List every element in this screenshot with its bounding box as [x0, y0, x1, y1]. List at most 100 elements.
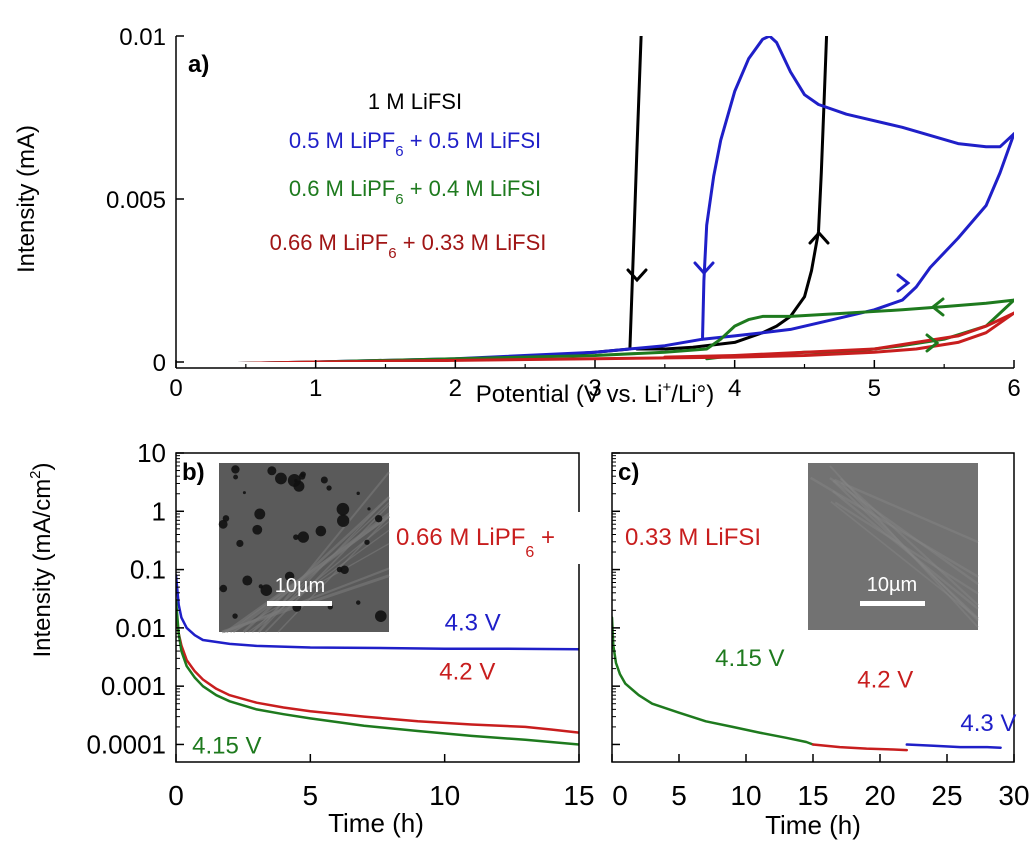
sem-image-b [219, 463, 389, 632]
y-tick-label: 0.005 [106, 187, 166, 214]
series-line-red-1 [811, 743, 909, 752]
sem-pit [293, 480, 305, 492]
x-tick-label: 15 [563, 780, 594, 811]
sem-scratch [809, 476, 979, 578]
shared-label-left: 0.66 M LiPF6 + [396, 524, 555, 561]
series-line-green-0 [612, 616, 815, 746]
x-tick-label: 30 [998, 780, 1029, 811]
sem-pit [236, 539, 244, 548]
plot-frame [175, 452, 580, 763]
series-line-red-7 [663, 311, 1014, 359]
x-tick-label: 4 [728, 375, 741, 402]
x-tick-label: 5 [868, 375, 881, 402]
series-line-black-0 [384, 36, 643, 362]
panel-b-x-axis-label: Time (h) [328, 808, 424, 838]
series-line-green-4 [237, 298, 1014, 362]
panel-a-axes: 0 1 2 3 4 5 6 0 0.005 0.01 [106, 24, 1021, 402]
y-tick-label: 0.1 [130, 555, 166, 585]
sem-pit [374, 514, 383, 523]
sem-scratch [232, 543, 390, 633]
x-tick-label: 0 [169, 375, 182, 402]
sem-scratch [251, 502, 390, 633]
sem-pit [284, 571, 295, 582]
sem-pit [252, 524, 263, 535]
arrow-green-left [930, 297, 945, 317]
sem-scratch [839, 477, 979, 606]
sem-pit [275, 472, 287, 485]
sem-pit [364, 539, 370, 545]
panel-a: a) 0 1 2 3 4 5 6 0 0.005 0.01 1 M LiFSI 0.5 M LiP… [13, 24, 1021, 408]
sem-pit [356, 491, 360, 496]
shared-label-right: 0.33 M LiFSI [625, 524, 761, 551]
sem-pit [336, 566, 343, 573]
x-tick-label: 10 [730, 780, 761, 811]
series-label-green: 4.15 V [192, 732, 261, 759]
sem-pit [375, 610, 387, 622]
panel-c: 0 5 10 15 20 25 30 4.15 V 4.2 V 4.3 V c) 10µm Tim… [611, 452, 1030, 840]
x-tick-label: 6 [1007, 375, 1020, 402]
x-tick-label: 0 [168, 780, 184, 811]
sem-scratch [832, 480, 979, 619]
panel-c-label: c) [618, 459, 639, 486]
legend-entry-1: 1 M LiFSI [368, 89, 462, 114]
sem-pit [267, 466, 277, 476]
sem-scratch [242, 496, 390, 633]
sem-pit [254, 508, 266, 520]
panel-a-series [237, 36, 1014, 362]
sem-pit [233, 474, 239, 480]
panel-c-series [612, 616, 1002, 752]
series-label-red: 4.2 V [857, 666, 913, 693]
panel-c-axes: 0 5 10 15 20 25 30 4.15 V 4.2 V 4.3 V [611, 452, 1030, 811]
scale-bar-c [860, 601, 925, 606]
y-tick-label: 1 [152, 496, 166, 526]
series-line-blue-2 [905, 743, 1002, 749]
sem-pit [298, 473, 306, 480]
sem-pit [231, 465, 240, 474]
legend-entry-4: 0.66 M LiPF6 + 0.33 M LiFSI [270, 230, 547, 262]
sem-pit [297, 531, 309, 543]
panel-a-label: a) [188, 51, 209, 78]
panel-c-x-axis-label: Time (h) [765, 810, 861, 840]
panel-b-label: b) [182, 459, 205, 486]
x-tick-label: 5 [303, 780, 319, 811]
series-line-green-2 [176, 598, 579, 746]
sem-scratch [833, 478, 979, 544]
y-tick-label: 0 [153, 350, 166, 377]
y-tick-label: 0.001 [101, 671, 166, 701]
shared-composition-label: 0.66 M LiPF6 + 0.33 M LiFSI [392, 512, 798, 564]
sem-pit [242, 575, 253, 586]
panel-b-series [176, 573, 579, 746]
y-tick-label: 10 [137, 438, 166, 468]
sem-scratch [834, 501, 979, 595]
sem-pit [218, 519, 228, 529]
sem-scratch [264, 504, 390, 633]
sem-pit [340, 565, 349, 574]
series-line-blue-0 [176, 573, 579, 651]
arrow-black-up [808, 230, 830, 245]
x-tick-label: 2 [449, 375, 462, 402]
panel-b-axes: 0 5 10 15 0.0001 0.001 0.01 0.1 1 10 4.3 V 4.2 V 4.1… [86, 438, 594, 811]
scale-bar-b [267, 601, 332, 606]
arrow-blue-down [693, 261, 715, 276]
arrow-blue-right [896, 273, 911, 293]
sem-pit [320, 476, 328, 484]
x-tick-label: 10 [429, 780, 460, 811]
x-tick-label: 1 [309, 375, 322, 402]
series-label-blue: 4.3 V [445, 610, 501, 637]
sem-inset-b: 10µm [218, 463, 390, 634]
panel-a-x-axis-label: Potential (V vs. Li+/Li°) [476, 379, 714, 408]
sem-pit [232, 613, 238, 619]
sem-pit [315, 525, 327, 537]
arrow-black-down [626, 268, 648, 283]
sem-pit [219, 584, 228, 593]
sem-pit [293, 534, 299, 540]
x-tick-label: 25 [931, 780, 962, 811]
panel-a-y-axis-label: Intensity (mA) [13, 125, 40, 273]
arrow-green-right [925, 333, 940, 353]
sem-pit [326, 485, 332, 491]
scale-bar-label-b: 10µm [275, 575, 325, 597]
legend-entry-2: 0.5 M LiPF6 + 0.5 M LiFSI [289, 128, 541, 160]
x-tick-label: 20 [864, 780, 895, 811]
